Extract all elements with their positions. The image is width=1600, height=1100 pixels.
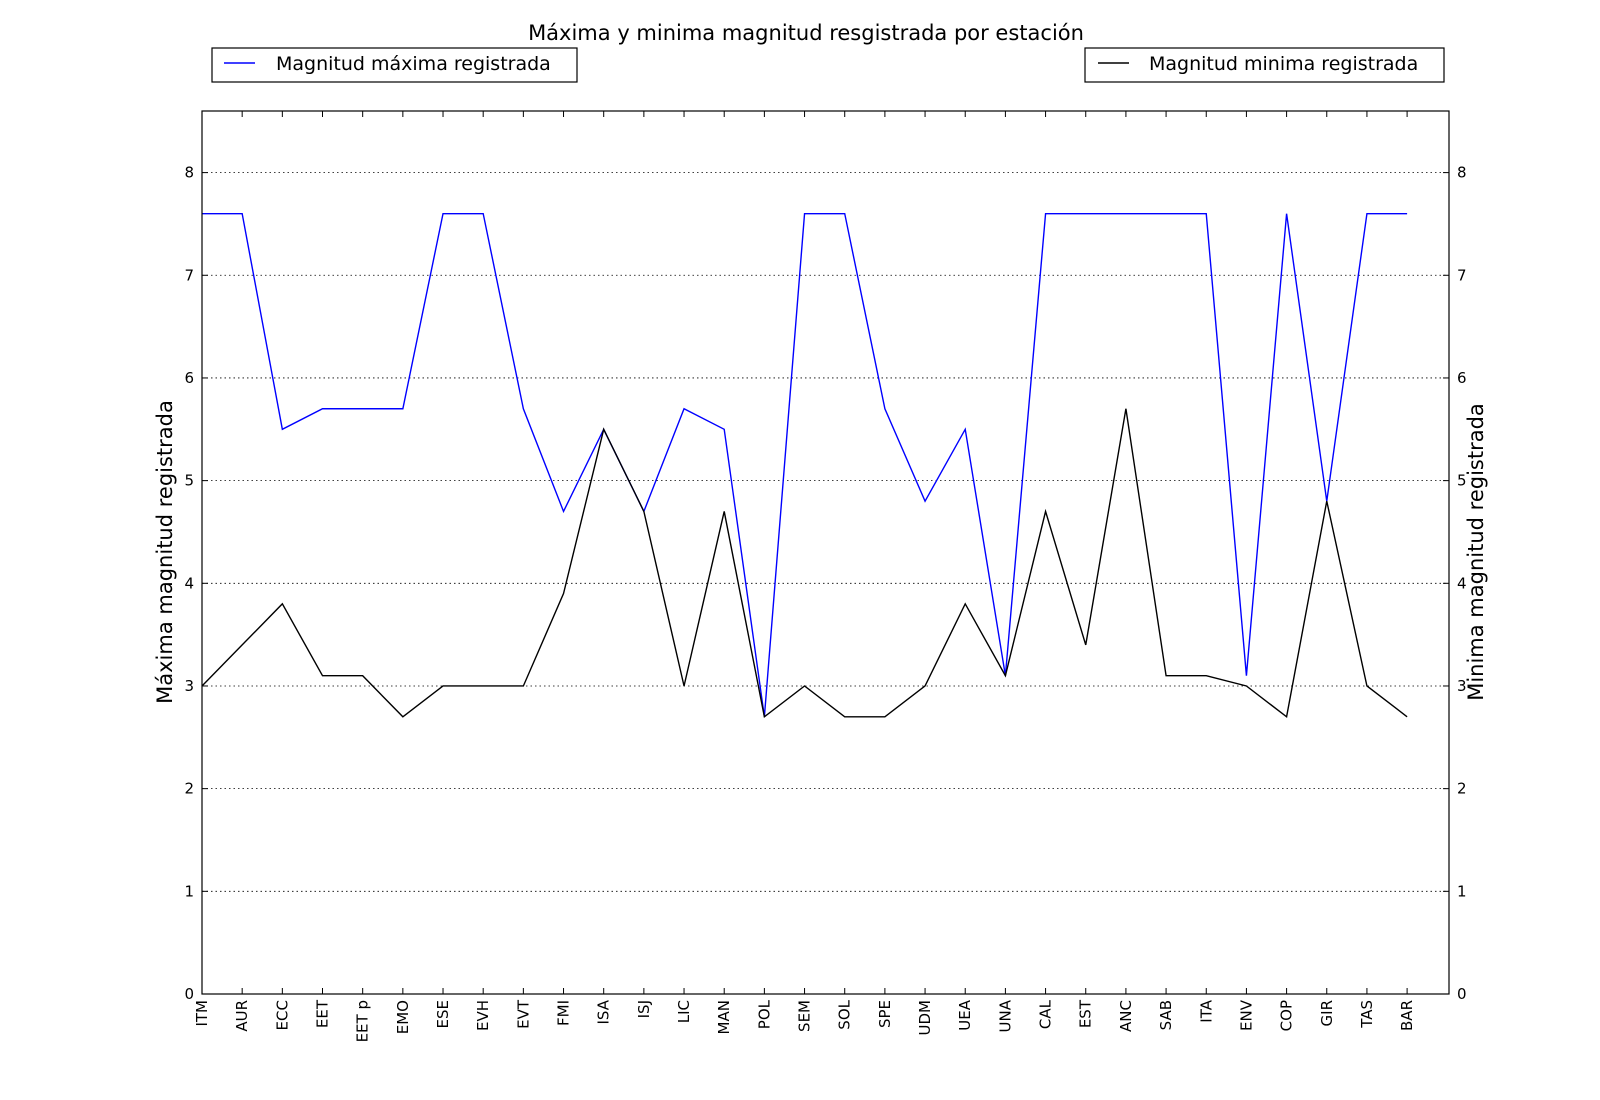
x-tick-label: ITM: [193, 1000, 211, 1027]
right-tick-label: 6: [1457, 369, 1467, 387]
left-tick-label: 0: [184, 985, 194, 1003]
left-tick-label: 8: [184, 164, 194, 182]
x-tick-label: ENV: [1237, 999, 1255, 1031]
x-tick-label: ISA: [595, 999, 613, 1024]
x-tick-label: UNA: [996, 999, 1014, 1032]
right-tick-label: 5: [1457, 472, 1467, 490]
x-tick-label: ECC: [273, 1000, 291, 1030]
x-tick-label: ANC: [1117, 1000, 1135, 1032]
legend-max-label: Magnitud máxima registrada: [276, 53, 551, 75]
x-tick-label: UDM: [916, 1000, 934, 1035]
grid-lines: [202, 172, 1449, 892]
x-tick-label: TAS: [1358, 1000, 1376, 1029]
x-tick-label: POL: [755, 999, 773, 1029]
legend-max-box: [211, 47, 578, 83]
x-tick-label: AUR: [233, 1000, 251, 1032]
legend-min-box: [1084, 47, 1445, 83]
left-tick-label: 3: [184, 677, 194, 695]
right-y-axis: 0 1 2 3 4 5 6 7 8: [1443, 164, 1467, 1003]
x-tick-label: EET p: [354, 1000, 372, 1042]
x-tick-label: ITA: [1197, 999, 1215, 1022]
plot-frame: [201, 110, 1450, 995]
left-tick-label: 5: [184, 472, 194, 490]
legend-max: Magnitud máxima registrada: [211, 47, 578, 83]
right-tick-label: 7: [1457, 266, 1467, 284]
right-axis-title: Minima magnitud registrada: [1464, 403, 1488, 701]
x-tick-label: EVT: [514, 999, 532, 1029]
x-tick-label: FMI: [555, 1000, 573, 1026]
x-tick-label: SPE: [876, 1000, 894, 1028]
left-tick-label: 2: [184, 780, 194, 798]
left-axis-title: Máxima magnitud registrada: [153, 400, 177, 704]
left-tick-label: 4: [184, 574, 194, 592]
left-tick-label: 1: [184, 882, 194, 900]
x-axis: ITM AUR ECC EET EET p EMO ESE EVH EVT FMI ISA ISJ LI…: [193, 111, 1416, 1042]
x-tick-label: GIR: [1318, 1000, 1336, 1026]
x-tick-label: CAL: [1037, 999, 1055, 1029]
right-tick-label: 2: [1457, 780, 1467, 798]
x-tick-label: COP: [1278, 1000, 1296, 1031]
right-tick-label: 8: [1457, 164, 1467, 182]
series-min-line: [201, 408, 1408, 719]
right-tick-label: 0: [1457, 985, 1467, 1003]
x-tick-label: MAN: [715, 1000, 733, 1034]
x-tick-label: SOL: [836, 999, 854, 1029]
x-tick-label: EVH: [474, 1000, 492, 1031]
x-tick-label: ISJ: [635, 1000, 653, 1018]
x-tick-label: BAR: [1398, 1000, 1416, 1031]
x-tick-label: SAB: [1157, 1000, 1175, 1030]
x-tick-label: EMO: [394, 1000, 412, 1034]
x-tick-label: EST: [1077, 999, 1095, 1028]
x-tick-label: SEM: [796, 1000, 814, 1032]
left-tick-label: 6: [184, 369, 194, 387]
left-tick-label: 7: [184, 266, 194, 284]
x-tick-label: LIC: [675, 1000, 693, 1023]
right-tick-label: 1: [1457, 882, 1467, 900]
series-lines: [201, 212, 1408, 719]
series-max-line: [202, 212, 1408, 717]
x-tick-label: UEA: [956, 999, 974, 1030]
legend-min: Magnitud minima registrada: [1084, 47, 1445, 83]
right-tick-label: 3: [1457, 677, 1467, 695]
left-y-axis: 0 1 2 3 4 5 6 7 8: [184, 164, 208, 1003]
legend-min-label: Magnitud minima registrada: [1149, 53, 1418, 75]
x-tick-label: ESE: [434, 1000, 452, 1028]
right-tick-label: 4: [1457, 574, 1467, 592]
chart-title: Máxima y minima magnitud resgistrada por…: [528, 21, 1084, 45]
x-tick-label: EET: [314, 999, 332, 1028]
